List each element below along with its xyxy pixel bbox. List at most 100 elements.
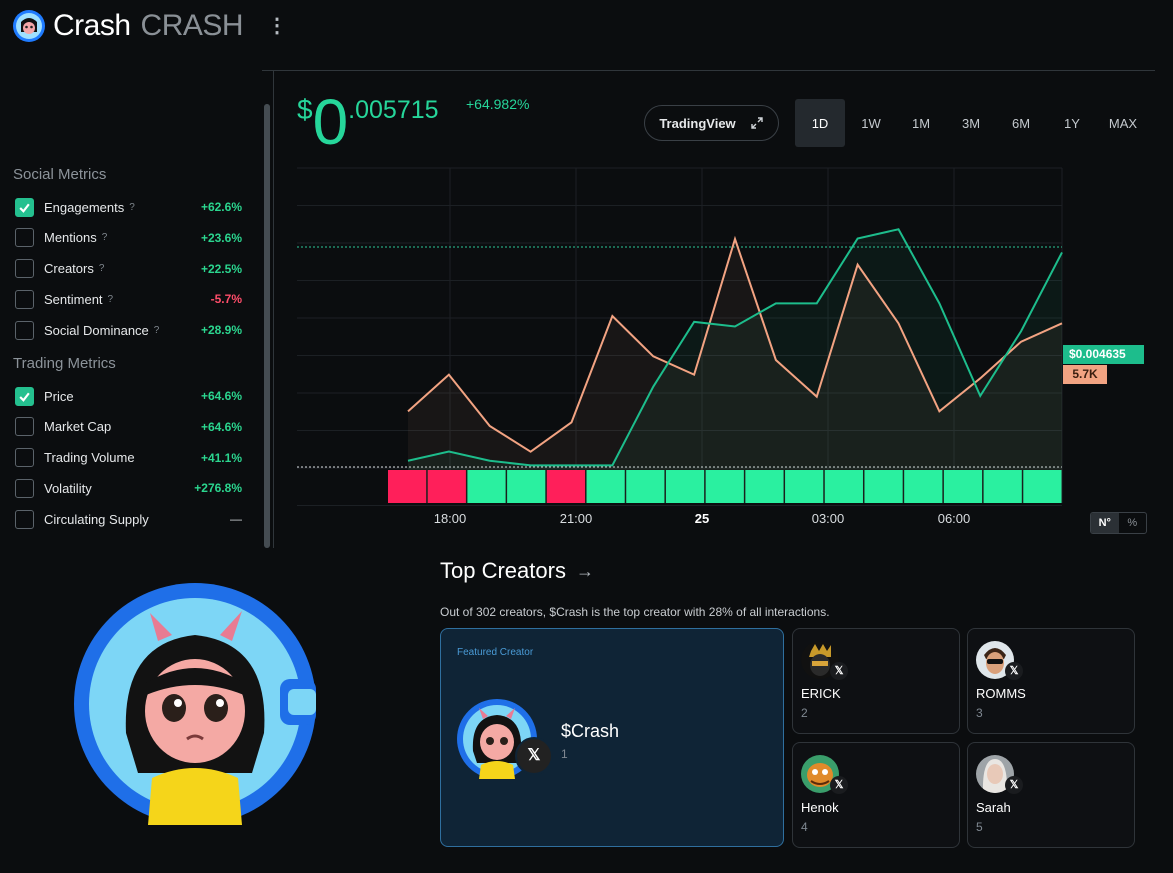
x-platform-icon: 𝕏	[830, 776, 848, 794]
creator-card[interactable]: 𝕏 ERICK 2	[792, 628, 960, 734]
volume-bar	[388, 470, 427, 503]
social-metric-social-dominance[interactable]: Social Dominance? +28.9%	[15, 319, 242, 341]
token-symbol: CRASH	[140, 9, 244, 42]
social-metric-creators[interactable]: Creators? +22.5%	[15, 258, 242, 280]
checkbox[interactable]	[15, 478, 34, 498]
x-tick-label: 06:00	[937, 511, 971, 526]
arrow-right-icon: →	[575, 560, 594, 581]
trading-metric-circulating-supply[interactable]: Circulating Supply —	[15, 508, 242, 530]
trading-metric-price[interactable]: Price +64.6%	[15, 385, 242, 407]
checkbox[interactable]	[15, 448, 34, 468]
social-metric-engagements[interactable]: Engagements? +62.6%	[15, 196, 242, 218]
range-1y[interactable]: 1Y	[1064, 115, 1080, 131]
trading-metrics-title: Trading Metrics	[13, 355, 116, 372]
trading-metric-trading-volume[interactable]: Trading Volume +41.1%	[15, 447, 242, 469]
scale-toggle: N° %	[1090, 512, 1147, 534]
divider	[262, 70, 1155, 71]
top-creators-title: Top Creators	[440, 558, 566, 583]
help-icon[interactable]: ?	[98, 263, 105, 275]
checkbox[interactable]	[15, 228, 34, 248]
top-creators-subtitle: Out of 302 creators, $Crash is the top c…	[440, 605, 830, 619]
checkbox[interactable]	[15, 386, 34, 406]
range-1d[interactable]: 1D	[795, 99, 845, 147]
metric-change: +28.9%	[200, 323, 242, 338]
x-platform-icon: 𝕏	[1005, 776, 1023, 794]
featured-creator-card[interactable]: Featured Creator 𝕏 $Crash 1	[440, 628, 784, 847]
range-1m[interactable]: 1M	[911, 115, 931, 131]
checkbox[interactable]	[15, 289, 34, 309]
creator-name: Sarah	[976, 800, 1011, 815]
token-name: Crash	[53, 9, 131, 42]
price-integer: 0	[312, 86, 349, 158]
volume-bar	[983, 470, 1022, 503]
help-icon[interactable]: ?	[153, 324, 160, 336]
metric-label: Social Dominance	[44, 322, 149, 338]
x-tick-label: 21:00	[559, 511, 593, 526]
price-line	[407, 228, 1063, 467]
engagement-line	[407, 235, 1063, 453]
price-currency: $	[297, 94, 313, 125]
metric-change: +41.1%	[200, 450, 242, 465]
help-icon[interactable]: ?	[107, 293, 114, 305]
metric-change: +64.6%	[200, 419, 242, 434]
trading-metric-market-cap[interactable]: Market Cap +64.6%	[15, 416, 242, 438]
creator-card[interactable]: 𝕏 ROMMS 3	[967, 628, 1135, 734]
more-options-icon[interactable]: ⋮	[267, 15, 288, 37]
creator-name: ROMMS	[976, 686, 1026, 701]
tradingview-button[interactable]: TradingView	[644, 105, 779, 141]
social-metric-mentions[interactable]: Mentions? +23.6%	[15, 227, 242, 249]
creator-card[interactable]: 𝕏 Sarah 5	[967, 742, 1135, 848]
metric-change: —	[230, 512, 242, 527]
checkbox[interactable]	[15, 320, 34, 340]
trading-metric-volatility[interactable]: Volatility +276.8%	[15, 477, 242, 499]
volume-bar	[427, 470, 466, 503]
checkbox[interactable]	[15, 197, 34, 217]
volume-bar	[1023, 470, 1062, 503]
volume-bar	[824, 470, 863, 503]
creator-avatar	[976, 641, 1014, 679]
metric-label: Sentiment	[44, 291, 103, 307]
metric-label: Market Cap	[44, 419, 112, 435]
scale-option-percent[interactable]: %	[1127, 517, 1138, 529]
sidebar-scrollbar[interactable]	[264, 104, 270, 548]
range-3m[interactable]: 3M	[961, 115, 981, 131]
price-decimal: .005715	[348, 96, 439, 124]
checkbox[interactable]	[15, 417, 34, 437]
x-tick-label: 03:00	[811, 511, 845, 526]
checkbox[interactable]	[15, 259, 34, 279]
featured-creator-name: $Crash	[561, 721, 620, 741]
social-metrics-title: Social Metrics	[13, 166, 107, 183]
creator-name: Henok	[801, 800, 839, 815]
range-max[interactable]: MAX	[1108, 115, 1138, 131]
metric-change: +22.5%	[200, 261, 242, 276]
help-icon[interactable]: ?	[129, 201, 135, 213]
range-6m[interactable]: 6M	[1011, 115, 1031, 131]
price-display: $ 0 .005715	[297, 90, 439, 154]
creator-avatar	[801, 755, 839, 793]
check-icon	[19, 392, 30, 402]
featured-creator-rank: 1	[561, 747, 568, 761]
price-change: +64.982%	[466, 96, 530, 112]
price-area	[408, 229, 1062, 503]
volume-bar	[507, 470, 546, 503]
volume-bar	[546, 470, 586, 503]
top-creators-link[interactable]: Top Creators →	[440, 558, 594, 584]
social-metric-sentiment[interactable]: Sentiment? -5.7%	[15, 288, 242, 310]
check-icon	[19, 203, 30, 213]
scrollbar-thumb[interactable]	[264, 104, 270, 548]
volume-bar	[626, 470, 665, 503]
featured-tag: Featured Creator	[457, 647, 534, 658]
scale-option-number[interactable]: N°	[1091, 513, 1119, 533]
volume-bar	[467, 470, 506, 503]
help-icon[interactable]: ?	[101, 232, 108, 244]
creator-card[interactable]: 𝕏 Henok 4	[792, 742, 960, 848]
metric-label: Price	[44, 388, 74, 404]
price-engagement-chart	[297, 167, 1063, 506]
creator-rank: 2	[801, 706, 808, 720]
checkbox[interactable]	[15, 509, 34, 529]
range-1w[interactable]: 1W	[861, 115, 881, 131]
engagement-area	[408, 239, 1062, 503]
creator-name: ERICK	[801, 686, 841, 701]
metric-change: +23.6%	[200, 230, 242, 245]
x-platform-icon: 𝕏	[830, 662, 848, 680]
